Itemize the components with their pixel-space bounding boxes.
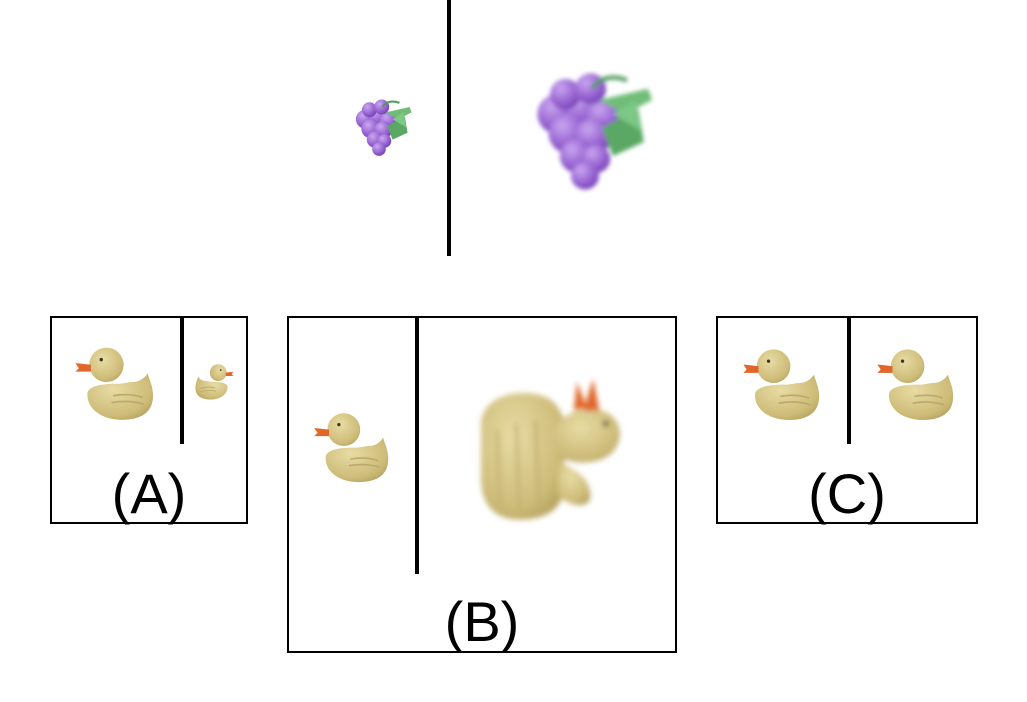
grapes-icon bbox=[354, 98, 413, 157]
grapes-icon bbox=[515, 58, 655, 198]
option-c-box[interactable]: (C) bbox=[716, 316, 978, 524]
rubber-duck-icon bbox=[479, 377, 622, 522]
option-b-label: (B) bbox=[444, 590, 520, 653]
rubber-duck-icon bbox=[876, 348, 954, 421]
rubber-duck-icon bbox=[313, 412, 390, 483]
example-divider bbox=[447, 0, 451, 256]
option-c-divider bbox=[847, 318, 851, 444]
option-a-divider bbox=[180, 318, 184, 444]
option-a-label: (A) bbox=[111, 462, 187, 525]
option-b-box[interactable]: (B) bbox=[287, 316, 677, 653]
rubber-duck-icon bbox=[195, 363, 234, 400]
option-b-divider bbox=[415, 318, 419, 574]
option-c-label: (C) bbox=[808, 462, 886, 525]
rubber-duck-icon bbox=[74, 346, 154, 421]
option-a-box[interactable]: (A) bbox=[50, 316, 248, 524]
rubber-duck-icon bbox=[742, 348, 820, 421]
